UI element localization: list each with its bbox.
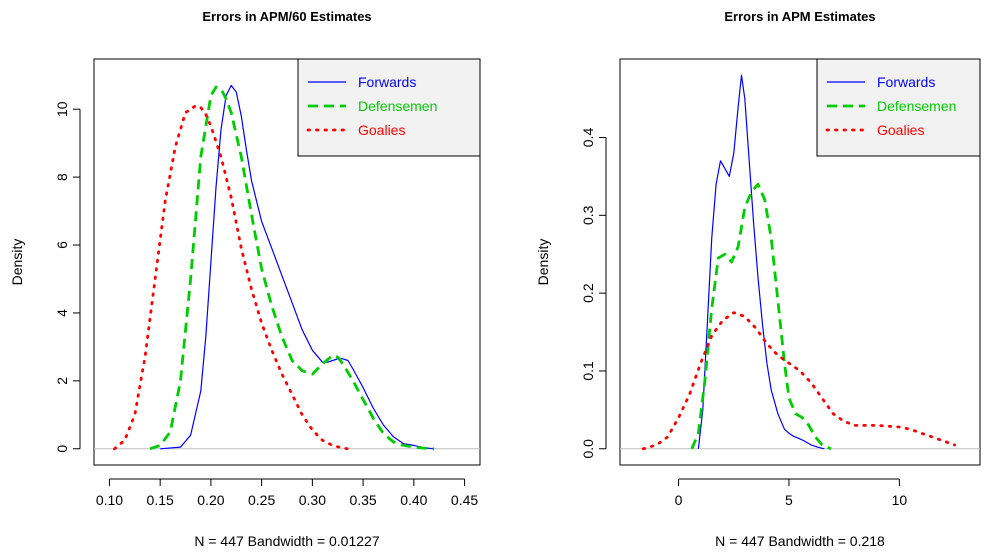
y-axis-label: Density [535, 239, 551, 286]
x-tick-label: 0.20 [197, 492, 224, 508]
y-tick-label: 10 [54, 101, 70, 117]
legend-label-forwards: Forwards [877, 74, 935, 90]
x-tick-label: 0.45 [451, 492, 478, 508]
y-tick-label: 0 [54, 445, 70, 453]
plot-frame [93, 58, 481, 466]
legend-label-defensemen: Defensemen [358, 98, 437, 114]
legend-label-forwards: Forwards [358, 74, 416, 90]
legend-label-defensemen: Defensemen [877, 98, 956, 114]
x-tick-label: 0.15 [147, 492, 174, 508]
series-line-goalies [641, 311, 956, 451]
chart-title: Errors in APM/60 Estimates [202, 9, 371, 24]
y-tick-label: 0.3 [580, 205, 596, 225]
x-tick-label: 0.10 [96, 492, 123, 508]
series-line-forwards [160, 84, 435, 450]
legend-label-goalies: Goalies [358, 122, 405, 138]
y-tick-label: 0.2 [580, 283, 596, 303]
x-axis-label: N = 447 Bandwidth = 0.218 [715, 533, 885, 549]
y-tick-label: 0.4 [580, 128, 596, 148]
panel-apm60: Errors in APM/60 Estimates 0.10 0.15 0.20 0.… [9, 9, 481, 549]
x-tick-label: 5 [785, 492, 793, 508]
x-tick-label: 0.30 [299, 492, 326, 508]
legend-box [297, 58, 481, 157]
series-line-forwards [697, 74, 825, 450]
x-axis-label: N = 447 Bandwidth = 0.01227 [194, 533, 379, 549]
series-line-defensemen [690, 182, 832, 451]
y-tick-label: 6 [54, 241, 70, 249]
panel-apm: Errors in APM Estimates 0 5 10 0.0 0.1 0.2 0.3 0… [535, 9, 981, 549]
x-tick-label: 10 [892, 492, 908, 508]
y-tick-label: 0.1 [580, 361, 596, 381]
plot-frame [619, 58, 981, 466]
x-tick-label: 0 [675, 492, 683, 508]
y-tick-label: 2 [54, 377, 70, 385]
x-tick-label: 0.25 [248, 492, 275, 508]
series-line-goalies [113, 104, 350, 451]
y-tick-label: 8 [54, 173, 70, 181]
chart-title: Errors in APM Estimates [724, 9, 875, 24]
legend-box [816, 58, 981, 157]
y-tick-label: 4 [54, 309, 70, 317]
x-tick-label: 0.35 [349, 492, 376, 508]
legend-label-goalies: Goalies [877, 122, 924, 138]
y-axis-label: Density [9, 239, 25, 286]
series-line-defensemen [149, 85, 435, 451]
y-tick-label: 0.0 [580, 439, 596, 459]
x-tick-label: 0.40 [400, 492, 427, 508]
